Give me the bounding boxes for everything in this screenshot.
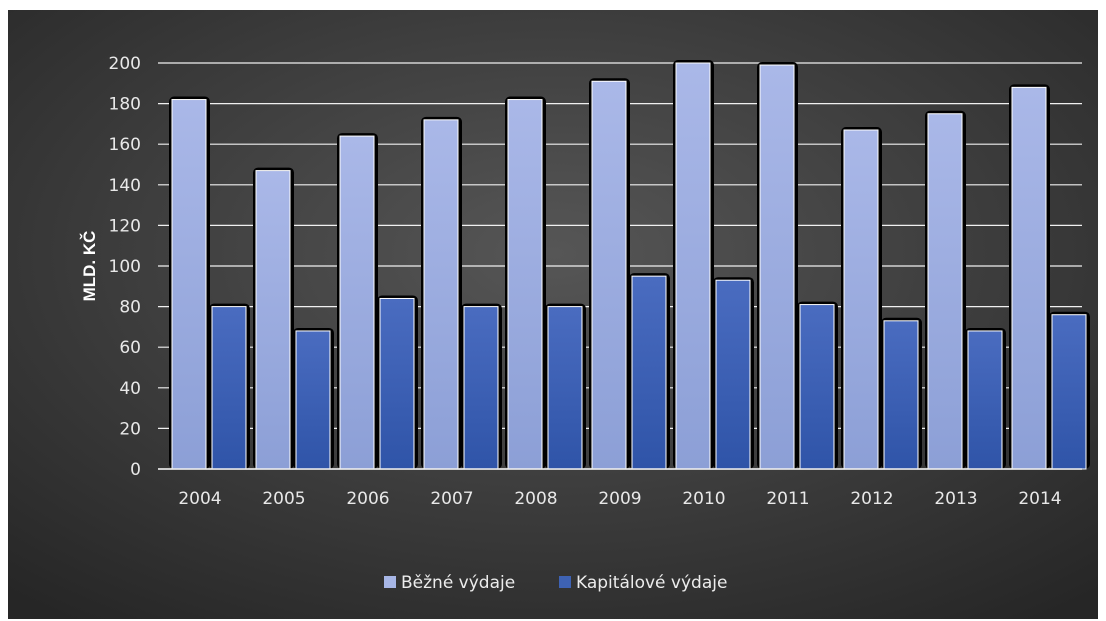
bar-bezne-2007: [423, 119, 459, 470]
y-tick-label: 20: [119, 419, 141, 439]
legend-swatch-1: [559, 576, 571, 588]
bar-bezne-2006: [339, 135, 375, 470]
bar-kapitalove-2014: [1051, 314, 1087, 470]
x-tick-label: 2014: [1018, 489, 1061, 509]
bar-kapitalove-2009: [631, 275, 667, 470]
axes: 0 20 40 60 80 100 120 140 160 180 200 2004 2005 2006 2…: [109, 54, 1082, 509]
legend-label-0: Běžné výdaje: [401, 573, 515, 593]
bar-bezne-2004: [171, 99, 207, 470]
y-tick-label: 100: [109, 257, 141, 277]
x-tick-label: 2008: [514, 489, 557, 509]
bar-kapitalove-2004: [211, 306, 247, 470]
bar-bezne-2013: [927, 113, 963, 470]
y-tick-label: 120: [109, 216, 141, 236]
x-tick-label: 2009: [598, 489, 641, 509]
x-tick-label: 2004: [178, 489, 221, 509]
bar-kapitalove-2011: [799, 304, 835, 470]
x-tick-label: 2007: [430, 489, 473, 509]
bar-kapitalove-2008: [547, 306, 583, 470]
bar-kapitalove-2007: [463, 306, 499, 470]
x-tick-label: 2013: [934, 489, 977, 509]
y-tick-label: 0: [130, 460, 141, 480]
y-tick-label: 160: [109, 135, 141, 155]
y-tick-label: 40: [119, 379, 141, 399]
legend: Běžné výdaje Kapitálové výdaje: [384, 573, 727, 593]
bar-bezne-2014: [1011, 86, 1047, 470]
bar-chart: 0 20 40 60 80 100 120 140 160 180 200 2004 2005 2006 2…: [8, 10, 1098, 619]
y-tick-label: 60: [119, 338, 141, 358]
x-tick-label: 2010: [682, 489, 725, 509]
bar-kapitalove-2006: [379, 297, 415, 470]
bar-bezne-2010: [675, 62, 711, 470]
bar-bezne-2005: [255, 170, 291, 470]
bar-kapitalove-2012: [883, 320, 919, 470]
legend-swatch-0: [384, 576, 396, 588]
bar-bezne-2012: [843, 129, 879, 470]
bar-bezne-2009: [591, 80, 627, 470]
x-tick-label: 2011: [766, 489, 809, 509]
bar-kapitalove-2010: [715, 279, 751, 470]
y-tick-label: 140: [109, 176, 141, 196]
y-axis-title: MLD. KČ: [80, 231, 99, 302]
bar-kapitalove-2013: [967, 330, 1003, 470]
y-tick-label: 200: [109, 54, 141, 74]
x-tick-label: 2012: [850, 489, 893, 509]
x-tick-label: 2006: [346, 489, 389, 509]
x-tick-label: 2005: [262, 489, 305, 509]
bar-bezne-2008: [507, 99, 543, 470]
legend-label-1: Kapitálové výdaje: [576, 573, 727, 593]
y-tick-label: 180: [109, 95, 141, 115]
bars: [169, 60, 1090, 470]
bar-bezne-2011: [759, 64, 795, 470]
chart-container: 0 20 40 60 80 100 120 140 160 180 200 2004 2005 2006 2…: [8, 10, 1098, 619]
bar-kapitalove-2005: [295, 330, 331, 470]
y-tick-label: 80: [119, 298, 141, 318]
